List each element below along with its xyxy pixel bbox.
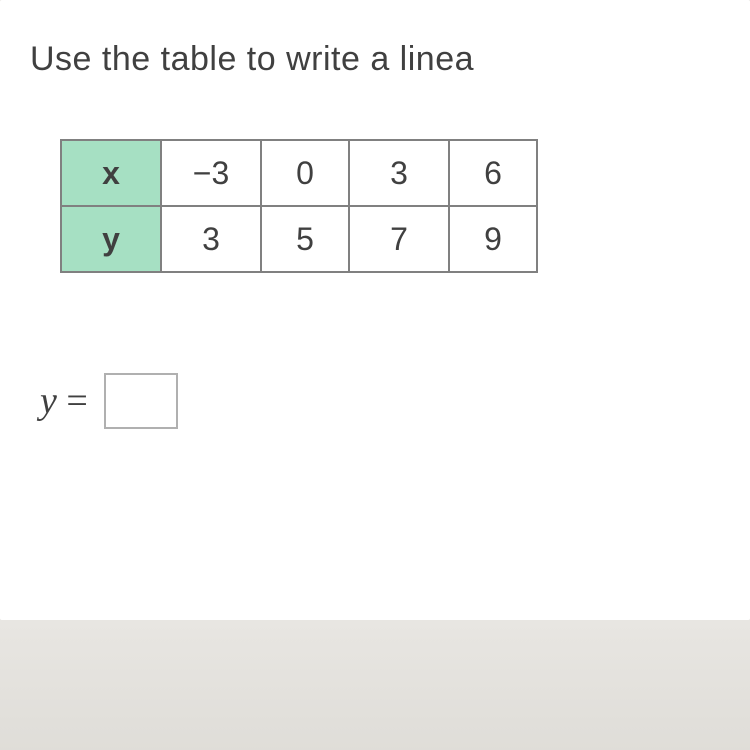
row-header-y: y (61, 206, 161, 272)
xy-data-table: x −3 0 3 6 y 3 5 7 9 (60, 139, 538, 273)
table-cell: 6 (449, 140, 537, 206)
worksheet-content: Use the table to write a linea x −3 0 3 … (0, 0, 750, 620)
table-cell: 5 (261, 206, 349, 272)
table-cell: 3 (161, 206, 261, 272)
equation-prompt: y = (40, 373, 720, 429)
table-cell: −3 (161, 140, 261, 206)
table-cell: 0 (261, 140, 349, 206)
instruction-text: Use the table to write a linea (30, 40, 720, 79)
photo-shadow-overlay (0, 620, 750, 750)
equals-sign: = (66, 380, 87, 422)
equation-lhs: y = (40, 379, 88, 423)
variable-y: y (40, 380, 57, 422)
table-cell: 7 (349, 206, 449, 272)
answer-input[interactable] (104, 373, 178, 429)
table-cell: 9 (449, 206, 537, 272)
table-row: x −3 0 3 6 (61, 140, 537, 206)
row-header-x: x (61, 140, 161, 206)
table-row: y 3 5 7 9 (61, 206, 537, 272)
table-cell: 3 (349, 140, 449, 206)
